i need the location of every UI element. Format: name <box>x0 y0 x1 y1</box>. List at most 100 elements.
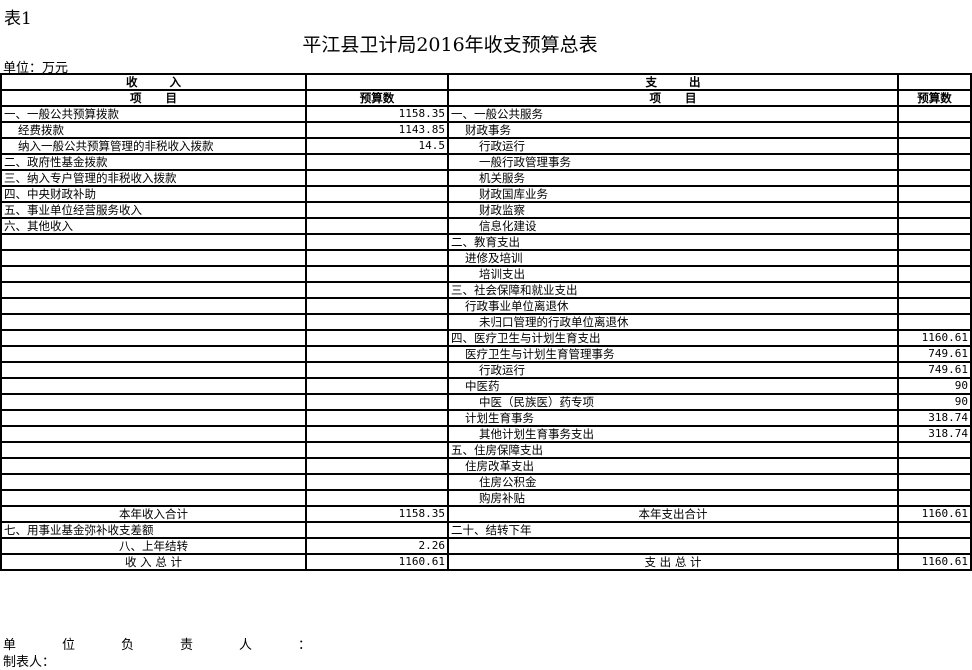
income-item: 一、一般公共预算拨款 <box>0 105 307 123</box>
expense-item: 行政运行 <box>447 361 899 379</box>
expense-item: 四、医疗卫生与计划生育支出 <box>447 329 899 347</box>
expense-budget <box>897 121 972 139</box>
income-budget-header: 预算数 <box>305 89 449 107</box>
expense-item: 未归口管理的行政单位离退休 <box>447 313 899 331</box>
expense-budget <box>897 441 972 459</box>
expense-item: 住房改革支出 <box>447 457 899 475</box>
table-row: 五、住房保障支出 <box>0 441 972 459</box>
income-item: 四、中央财政补助 <box>0 185 307 203</box>
expense-budget <box>897 265 972 283</box>
expense-item: 机关服务 <box>447 169 899 187</box>
expense-budget: 90 <box>897 393 972 411</box>
table-row: 六、其他收入 信息化建设 <box>0 217 972 235</box>
income-budget <box>305 441 449 459</box>
expense-item: 住房公积金 <box>447 473 899 491</box>
expense-item: 行政运行 <box>447 137 899 155</box>
expense-item: 财政监察 <box>447 201 899 219</box>
expense-budget-header: 预算数 <box>897 89 972 107</box>
income-item <box>0 441 307 459</box>
income-budget <box>305 457 449 475</box>
income-item <box>0 249 307 267</box>
expense-item: 行政事业单位离退休 <box>447 297 899 315</box>
income-budget <box>305 393 449 411</box>
responsible-label-char: 位 <box>62 638 76 653</box>
income-item <box>0 489 307 507</box>
expense-budget <box>897 457 972 475</box>
expense-summary-item <box>447 537 899 555</box>
expense-item: 计划生育事务 <box>447 409 899 427</box>
income-budget <box>305 185 449 203</box>
table-row: 二、教育支出 <box>0 233 972 251</box>
income-budget <box>305 265 449 283</box>
expense-budget: 1160.61 <box>897 329 972 347</box>
income-item <box>0 473 307 491</box>
table-row: 经费拨款 1143.85 财政事务 <box>0 121 972 139</box>
expense-budget: 90 <box>897 377 972 395</box>
income-item <box>0 393 307 411</box>
column-header-row: 项 目 预算数 项 目 预算数 <box>0 89 972 107</box>
expense-budget: 749.61 <box>897 345 972 363</box>
summary-row: 七、用事业基金弥补收支差额 二十、结转下年 <box>0 521 972 539</box>
expense-summary-item: 支 出 总 计 <box>447 553 899 571</box>
expense-summary-value: 1160.61 <box>897 553 972 571</box>
empty-cell <box>305 73 449 91</box>
income-item: 二、政府性基金拨款 <box>0 153 307 171</box>
income-summary-value: 1160.61 <box>305 553 449 571</box>
expense-item: 一、一般公共服务 <box>447 105 899 123</box>
table-row: 计划生育事务 318.74 <box>0 409 972 427</box>
empty-cell <box>897 73 972 91</box>
table-row: 四、中央财政补助 财政国库业务 <box>0 185 972 203</box>
income-budget <box>305 313 449 331</box>
income-item: 纳入一般公共预算管理的非税收入拨款 <box>0 137 307 155</box>
income-budget <box>305 169 449 187</box>
income-header: 收 入 <box>0 73 307 91</box>
budget-table: 收 入 支 出 项 目 预算数 项 目 预算数 一、一般公共预算拨款 1158.3… <box>0 73 972 571</box>
income-summary-value <box>305 521 449 539</box>
income-summary-item: 收 入 总 计 <box>0 553 307 571</box>
summary-row: 本年收入合计 1158.35 本年支出合计 1160.61 <box>0 505 972 523</box>
expense-item: 一般行政管理事务 <box>447 153 899 171</box>
table-row: 培训支出 <box>0 265 972 283</box>
summary-row: 八、上年结转 2.26 <box>0 537 972 555</box>
expense-header: 支 出 <box>447 73 899 91</box>
table-row: 三、纳入专户管理的非税收入拨款 机关服务 <box>0 169 972 187</box>
income-budget <box>305 345 449 363</box>
expense-budget <box>897 281 972 299</box>
income-budget: 1143.85 <box>305 121 449 139</box>
table-row: 一、一般公共预算拨款 1158.35 一、一般公共服务 <box>0 105 972 123</box>
expense-budget <box>897 473 972 491</box>
table-label: 表1 <box>4 9 32 29</box>
table-row: 中医（民族医）药专项 90 <box>0 393 972 411</box>
income-budget <box>305 489 449 507</box>
income-item: 三、纳入专户管理的非税收入拨款 <box>0 169 307 187</box>
expense-summary-item: 二十、结转下年 <box>447 521 899 539</box>
income-summary-item: 八、上年结转 <box>0 537 307 555</box>
table-row: 购房补贴 <box>0 489 972 507</box>
income-budget <box>305 329 449 347</box>
table-row: 进修及培训 <box>0 249 972 267</box>
expense-budget <box>897 217 972 235</box>
expense-budget <box>897 137 972 155</box>
expense-item: 其他计划生育事务支出 <box>447 425 899 443</box>
section-header-row: 收 入 支 出 <box>0 73 972 91</box>
page-title: 平江县卫计局2016年收支预算总表 <box>302 34 598 56</box>
expense-item: 进修及培训 <box>447 249 899 267</box>
income-item <box>0 265 307 283</box>
responsible-label-char: ： <box>298 638 312 653</box>
expense-budget <box>897 169 972 187</box>
income-budget: 1158.35 <box>305 105 449 123</box>
expense-budget <box>897 297 972 315</box>
responsible-label-char: 人 <box>239 638 253 653</box>
expense-item: 二、教育支出 <box>447 233 899 251</box>
expense-item: 中医（民族医）药专项 <box>447 393 899 411</box>
income-budget <box>305 361 449 379</box>
expense-item: 医疗卫生与计划生育管理事务 <box>447 345 899 363</box>
expense-budget <box>897 313 972 331</box>
expense-item: 培训支出 <box>447 265 899 283</box>
table-row: 中医药 90 <box>0 377 972 395</box>
expense-budget <box>897 185 972 203</box>
summary-row: 收 入 总 计 1160.61 支 出 总 计 1160.61 <box>0 553 972 571</box>
expense-budget: 749.61 <box>897 361 972 379</box>
income-budget: 14.5 <box>305 137 449 155</box>
income-item <box>0 409 307 427</box>
